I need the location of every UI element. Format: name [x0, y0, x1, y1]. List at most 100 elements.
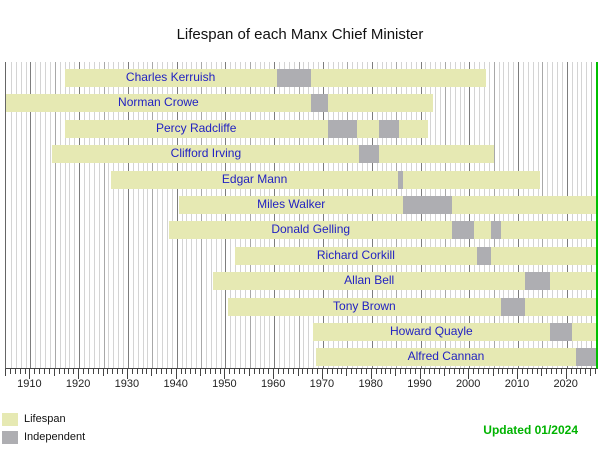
year-tick — [292, 369, 294, 374]
year-gridline — [147, 62, 149, 368]
year-gridline — [142, 62, 144, 368]
independent-term-segment — [398, 170, 404, 189]
year-gridline — [527, 62, 529, 368]
year-tick — [570, 369, 572, 374]
lifespan-bar: Percy Radcliffe — [64, 119, 428, 138]
year-tick — [161, 369, 162, 374]
year-tick — [507, 369, 509, 374]
year-tick — [331, 369, 333, 374]
year-gridline — [118, 62, 120, 368]
year-tick — [24, 369, 26, 374]
independent-term-segment — [491, 221, 501, 240]
year-gridline — [220, 62, 222, 368]
year-tick — [102, 369, 104, 376]
year-tick — [258, 369, 260, 374]
year-tick — [44, 369, 45, 374]
independent-term-segment — [500, 297, 526, 316]
year-gridline — [493, 62, 495, 368]
year-tick — [439, 369, 440, 374]
year-tick — [536, 369, 538, 374]
year-tick — [356, 369, 358, 374]
year-gridline — [352, 62, 354, 368]
year-tick — [575, 369, 577, 374]
year-gridline — [84, 62, 85, 368]
year-tick — [419, 369, 421, 379]
year-gridline — [10, 62, 12, 368]
year-tick — [297, 369, 299, 376]
year-gridline — [381, 62, 383, 368]
year-tick — [556, 369, 557, 374]
year-tick — [282, 369, 284, 374]
year-gridline — [420, 62, 422, 368]
year-gridline — [113, 62, 115, 368]
year-gridline — [391, 62, 393, 368]
year-gridline — [566, 62, 568, 368]
year-tick — [29, 369, 31, 379]
year-tick — [122, 369, 123, 374]
year-tick — [117, 369, 119, 374]
year-tick — [361, 369, 362, 374]
year-gridline — [440, 62, 441, 368]
year-tick — [463, 369, 465, 374]
year-gridline — [557, 62, 558, 368]
x-axis-tick-label: 1920 — [65, 378, 91, 390]
year-tick — [209, 369, 211, 374]
year-tick — [341, 369, 343, 374]
year-tick — [595, 369, 596, 374]
year-gridline — [425, 62, 427, 368]
year-tick — [58, 369, 60, 374]
legend-item-lifespan: Lifespan — [2, 410, 85, 428]
year-tick — [243, 369, 245, 374]
year-tick — [200, 369, 201, 376]
year-tick — [87, 369, 89, 374]
lifespan-swatch — [2, 412, 18, 426]
year-gridline — [586, 62, 588, 368]
year-gridline — [79, 62, 81, 368]
year-gridline — [215, 62, 217, 368]
year-gridline — [571, 62, 573, 368]
year-tick — [424, 369, 426, 374]
lifespan-bar: Edgar Mann — [110, 170, 540, 189]
year-gridline — [498, 62, 500, 368]
year-gridline — [327, 62, 329, 368]
year-gridline — [269, 62, 271, 368]
year-tick — [458, 369, 460, 374]
person-name-label: Allan Bell — [344, 273, 395, 288]
year-gridline — [152, 62, 154, 368]
year-gridline — [123, 62, 124, 368]
year-tick — [146, 369, 148, 374]
independent-term-segment — [576, 348, 596, 367]
year-tick — [317, 369, 319, 374]
year-tick — [68, 369, 70, 374]
year-tick — [565, 369, 567, 379]
year-gridline — [469, 62, 471, 368]
independent-term-segment — [359, 145, 379, 164]
year-tick — [92, 369, 94, 374]
year-tick — [351, 369, 353, 374]
year-gridline — [74, 62, 76, 368]
year-tick — [478, 369, 479, 374]
year-tick — [497, 369, 499, 374]
year-gridline — [449, 62, 451, 368]
year-tick — [585, 369, 587, 374]
year-gridline — [342, 62, 344, 368]
person-name-label: Alfred Cannan — [407, 349, 485, 364]
x-axis-labels: 1910 1920 1930 1940 1950 1960 1970 1980 1990 2000… — [5, 378, 595, 392]
year-tick — [380, 369, 382, 374]
year-tick — [248, 369, 250, 376]
year-gridline — [88, 62, 90, 368]
lifespan-bar: Miles Walker — [179, 196, 596, 214]
year-tick — [131, 369, 133, 374]
year-gridline — [537, 62, 539, 368]
year-tick — [375, 369, 377, 374]
year-tick — [73, 369, 75, 374]
year-gridline — [522, 62, 524, 368]
year-tick — [434, 369, 436, 374]
year-gridline — [225, 62, 227, 368]
year-tick — [521, 369, 523, 374]
independent-swatch — [2, 430, 18, 444]
year-gridline — [64, 62, 66, 368]
x-axis-ticks — [5, 369, 596, 381]
year-tick — [170, 369, 172, 374]
year-gridline — [35, 62, 37, 368]
